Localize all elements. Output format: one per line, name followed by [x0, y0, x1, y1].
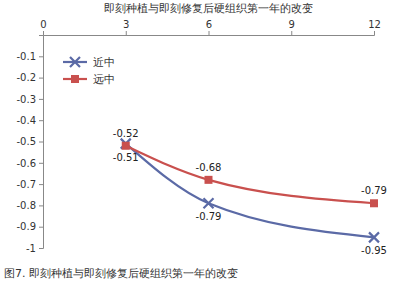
x-tick-mark [209, 31, 210, 35]
x-tick-label: 3 [123, 19, 129, 30]
legend-label: 近中 [93, 56, 115, 69]
title: 即刻种植与即刻修复后硬组织第一年的改变 [104, 2, 313, 15]
y-tick-mark [39, 142, 43, 143]
y-tick-mark [39, 205, 43, 206]
y-tick-label: -0.8 [16, 200, 36, 211]
legend-marker [70, 57, 80, 67]
plot-area [121, 139, 379, 243]
x-tick-label: 6 [206, 19, 212, 30]
y-tick-label: -0.9 [16, 221, 36, 232]
y-axis: -1 -0.9 -0.8 -0.7 -0.6 -0.5 -0.4 -0.3 -0.2 -0.1 [16, 36, 43, 254]
data-label: -0.79 [361, 185, 387, 196]
data-label: -0.52 [113, 128, 139, 139]
x-tick-mark [291, 31, 292, 35]
marker [204, 198, 214, 208]
legend-marker [71, 75, 79, 83]
y-tick: -0.7 [16, 179, 43, 190]
y-tick-label: -0.1 [16, 51, 36, 62]
y-tick: -0.3 [16, 94, 43, 105]
y-tick: -0.8 [16, 200, 43, 211]
series-line [126, 146, 374, 204]
y-tick-label: -0.3 [16, 94, 36, 105]
x-tick-label: 0 [40, 19, 46, 30]
y-tick-mark [39, 184, 43, 185]
y-tick: -0.5 [16, 136, 43, 147]
y-tick-mark [39, 99, 43, 100]
y-tick: -0.2 [16, 72, 43, 83]
data-label: -0.95 [361, 245, 387, 256]
marker [369, 232, 379, 242]
y-tick-label: -1 [26, 243, 36, 254]
y-tick-mark [39, 163, 43, 164]
y-tick-label: -0.6 [16, 158, 36, 169]
x-tick: 12 [368, 19, 381, 35]
series-line [126, 144, 374, 238]
x-tick-mark [126, 31, 127, 35]
y-tick-label: -0.7 [16, 179, 36, 190]
y-tick: -0.9 [16, 221, 43, 232]
data-label: -0.51 [113, 152, 139, 163]
x-tick-label: 9 [289, 19, 295, 30]
y-axis-line [39, 36, 44, 249]
y-tick: -1 [26, 243, 43, 254]
chart: 即刻种植与即刻修复后硬组织第一年的改变036912-1-0.9-0.8-0.7-… [0, 0, 408, 294]
legend-item: 近中 [63, 56, 115, 69]
y-tick: -0.4 [16, 115, 43, 126]
x-tick: 3 [123, 19, 129, 35]
x-tick-label: 12 [368, 19, 381, 30]
y-tick-label: -0.5 [16, 136, 36, 147]
y-tick: -0.1 [16, 51, 43, 62]
x-tick: 9 [289, 19, 295, 35]
legend: 近中远中 [63, 56, 115, 86]
data-labels: -0.51 -0.79 -0.95 -0.52 -0.68 -0.79 [113, 128, 387, 257]
legend-item: 远中 [63, 73, 115, 86]
data-label: -0.79 [196, 211, 222, 222]
x-tick: 0 [40, 19, 46, 35]
x-tick: 6 [206, 19, 212, 35]
y-tick-mark [39, 248, 43, 249]
y-tick-mark [39, 56, 43, 57]
y-tick-mark [39, 227, 43, 228]
data-label: -0.68 [196, 162, 222, 173]
x-axis: 0 3 6 9 12 [40, 19, 381, 36]
y-tick-label: -0.2 [16, 72, 36, 83]
y-tick-mark [39, 78, 43, 79]
y-tick-mark [39, 120, 43, 121]
x-axis-line [44, 31, 375, 36]
legend-label: 远中 [93, 73, 115, 86]
caption: 图7. 即刻种植与即刻修复后硬组织第一年的改变 [4, 267, 238, 280]
x-tick-mark [374, 31, 375, 35]
marker [122, 142, 130, 150]
y-tick-label: -0.4 [16, 115, 36, 126]
y-tick: -0.6 [16, 158, 43, 169]
x-tick-mark [43, 31, 44, 35]
marker [370, 199, 378, 207]
marker [205, 176, 213, 184]
